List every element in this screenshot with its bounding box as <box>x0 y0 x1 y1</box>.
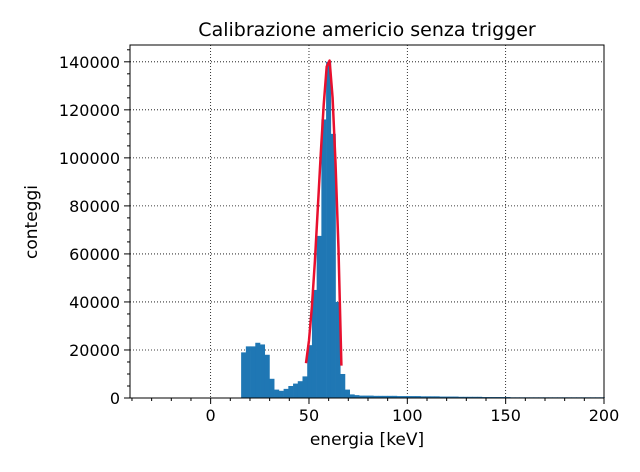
histogram-bar <box>382 395 388 398</box>
histogram-bar <box>411 396 417 398</box>
histogram-bar <box>415 396 421 398</box>
histogram-bar <box>444 396 450 398</box>
histogram-bar <box>269 378 275 398</box>
grid-lines <box>130 45 605 399</box>
histogram-bar <box>420 396 426 398</box>
histogram-bar <box>406 396 412 398</box>
histogram-bar <box>344 389 350 398</box>
histogram-bar <box>354 395 360 398</box>
x-tick-label: 0 <box>206 406 216 425</box>
histogram-bar <box>448 396 454 398</box>
histogram-bar <box>255 342 261 398</box>
x-tick-label: 150 <box>490 406 521 425</box>
plot-frame <box>129 44 605 399</box>
histogram-bar <box>274 389 280 398</box>
histogram-bar <box>293 383 299 398</box>
y-tick-label: 80000 <box>69 197 120 216</box>
histogram-bar <box>458 396 464 398</box>
histogram-bar <box>297 381 303 398</box>
histogram-bar <box>462 396 469 398</box>
histogram-bar <box>321 119 327 399</box>
y-tick-label: 0 <box>110 389 120 408</box>
histogram-bar <box>311 289 317 398</box>
x-tick-label: 50 <box>299 406 319 425</box>
histogram-bar <box>378 395 384 398</box>
y-axis-label: conteggi <box>22 185 42 259</box>
y-tick-label: 20000 <box>69 341 120 360</box>
histogram-bar <box>245 346 251 398</box>
histogram-bar <box>335 301 341 398</box>
histogram-bar <box>283 388 289 398</box>
histogram-bar <box>429 396 435 398</box>
histogram-bar <box>340 373 346 398</box>
histogram-bar <box>241 352 247 398</box>
histogram-bar <box>302 376 308 398</box>
histogram-bar <box>316 235 322 398</box>
histogram-bar <box>260 344 266 398</box>
histogram-bar <box>396 396 402 398</box>
histogram-bar <box>278 390 284 398</box>
histogram-bar <box>363 395 369 398</box>
histogram-bars <box>241 61 605 399</box>
y-tick-label: 60000 <box>69 245 120 264</box>
y-tick-label: 40000 <box>69 293 120 312</box>
axis-ticks: 0 50 100 150 200 0 20000 40000 60000 80000 100000 1… <box>59 49 620 425</box>
histogram-bar <box>453 396 459 398</box>
y-tick-label: 100000 <box>59 149 120 168</box>
histogram-bar <box>373 395 379 398</box>
fit-curve-layer <box>304 59 343 366</box>
histogram-bar <box>349 394 355 398</box>
histogram-bar <box>392 395 398 398</box>
y-tick-label: 120000 <box>59 101 120 120</box>
chart-title: Calibrazione americio senza trigger <box>198 19 536 41</box>
histogram-bar <box>401 396 407 398</box>
histogram-bar <box>264 354 270 398</box>
x-tick-label: 100 <box>392 406 423 425</box>
histogram-bar <box>368 395 374 398</box>
histogram-bar <box>359 395 365 398</box>
histogram-bar <box>467 396 473 398</box>
histogram-bar <box>307 345 313 398</box>
histogram-bar <box>387 395 393 398</box>
x-axis-label: energia [keV] <box>310 430 424 450</box>
histogram-bar <box>330 133 336 398</box>
histogram-bar <box>288 385 294 398</box>
fit-curve <box>304 59 343 366</box>
histogram-bar <box>250 346 256 398</box>
histogram-bar <box>434 396 440 398</box>
x-tick-label: 200 <box>589 406 620 425</box>
histogram-bar <box>477 396 483 398</box>
y-tick-label: 140000 <box>59 53 120 72</box>
histogram-bar <box>439 396 445 398</box>
histogram-bar <box>326 61 332 399</box>
histogram-bar <box>472 396 478 398</box>
histogram-bar <box>425 396 431 398</box>
